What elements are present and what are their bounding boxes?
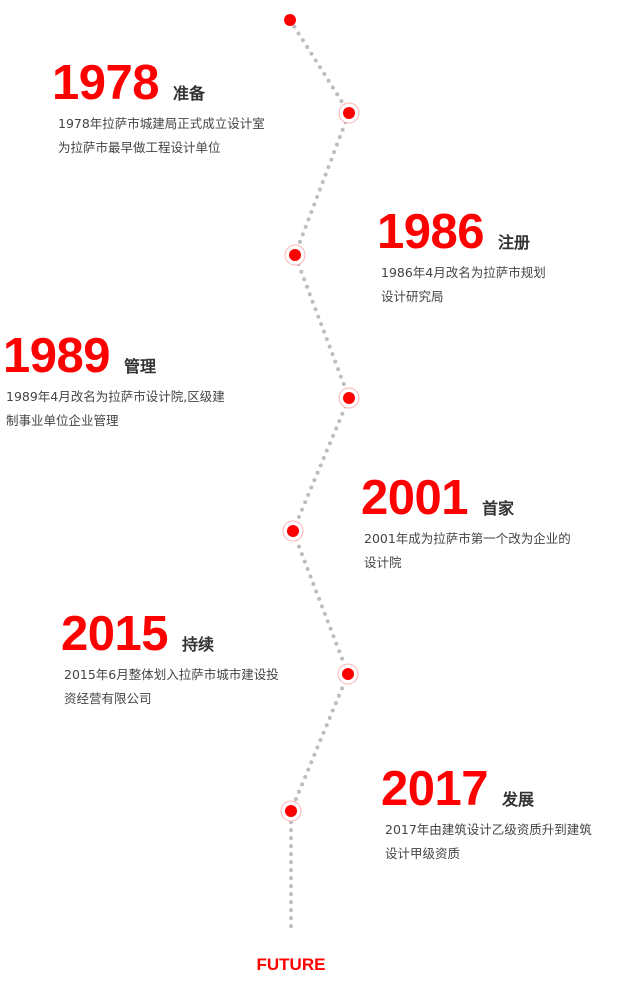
timeline-node [338,387,360,409]
timeline-node [338,102,360,124]
desc-line: 设计院 [364,555,402,570]
year: 2015 [61,607,169,661]
milestone-title: 管理 [124,357,157,376]
desc-line: 设计研究局 [381,289,444,304]
desc-line: 1989年4月改名为拉萨市设计院,区级建 [6,389,225,404]
milestone-1978: 1978 准备 1978年拉萨市城建局正式成立设计室 为拉萨市最早做工程设计单位 [52,58,265,160]
year: 1989 [3,329,111,383]
milestone-2017: 2017 发展 2017年由建筑设计乙级资质升到建筑 设计甲级资质 [381,764,592,866]
timeline-node [280,800,302,822]
desc-line: 2001年成为拉萨市第一个改为企业的 [364,531,571,546]
timeline-node [284,244,306,266]
timeline-node [337,663,359,685]
milestone-1989: 1989 管理 1989年4月改名为拉萨市设计院,区级建 制事业单位企业管理 [3,331,225,433]
desc-line: 1986年4月改名为拉萨市规划 [381,265,546,280]
milestone-title: 首家 [482,499,515,518]
desc-line: 设计甲级资质 [385,846,461,861]
desc-line: 为拉萨市最早做工程设计单位 [58,140,221,155]
milestone-title: 注册 [498,233,531,252]
year: 2017 [381,762,489,816]
milestone-2001: 2001 首家 2001年成为拉萨市第一个改为企业的 设计院 [361,473,571,575]
milestone-title: 持续 [182,635,215,654]
year: 1986 [377,205,485,259]
future-label: FUTURE [256,955,326,974]
desc-line: 2015年6月整体划入拉萨市城市建设投 [64,667,279,682]
timeline-node [282,520,304,542]
desc-line: 2017年由建筑设计乙级资质升到建筑 [385,822,592,837]
milestone-2015: 2015 持续 2015年6月整体划入拉萨市城市建设投 资经营有限公司 [61,609,279,711]
milestone-title: 发展 [502,790,535,809]
desc-line: 资经营有限公司 [64,691,152,706]
milestone-1986: 1986 注册 1986年4月改名为拉萨市规划 设计研究局 [377,207,546,309]
milestone-title: 准备 [173,84,206,103]
desc-line: 1978年拉萨市城建局正式成立设计室 [58,116,265,131]
year: 1978 [52,56,160,110]
year: 2001 [361,471,469,525]
timeline-start-dot [284,14,296,26]
desc-line: 制事业单位企业管理 [6,413,119,428]
